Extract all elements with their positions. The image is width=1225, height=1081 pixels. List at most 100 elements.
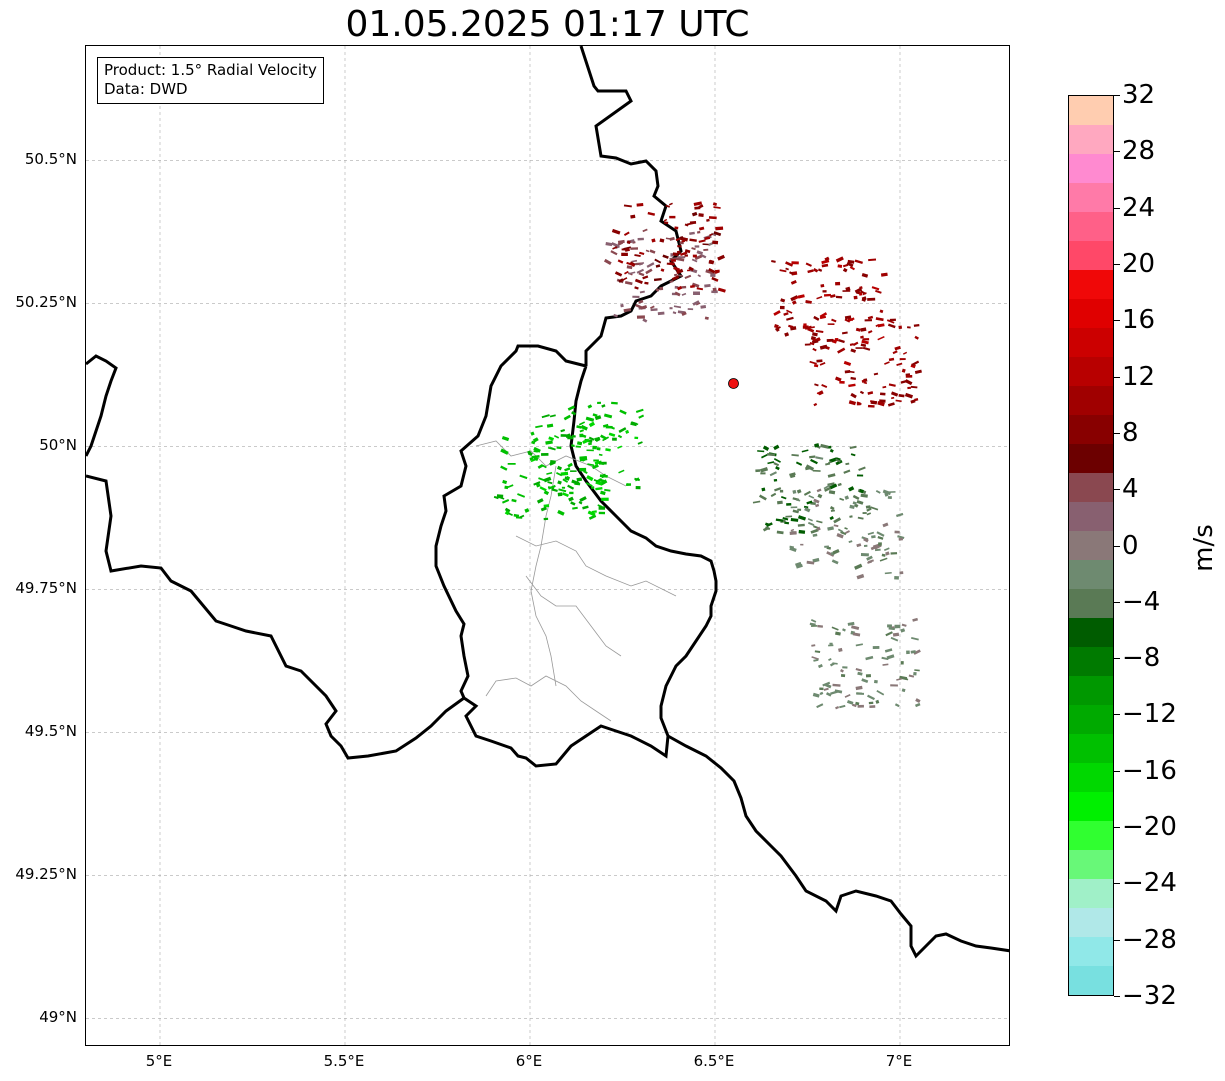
velocity-echo [810, 326, 815, 329]
velocity-echo [867, 315, 874, 320]
velocity-echo [592, 445, 597, 450]
velocity-echo [877, 535, 884, 540]
velocity-echo [847, 621, 855, 626]
velocity-echo [496, 494, 504, 498]
velocity-echo [835, 281, 841, 286]
velocity-echo [820, 283, 825, 288]
velocity-echo [852, 494, 860, 501]
velocity-echo [698, 204, 704, 209]
velocity-echo [881, 656, 889, 661]
velocity-echo [894, 703, 900, 708]
velocity-echo [709, 259, 715, 265]
velocity-echo [808, 494, 815, 499]
velocity-echo [508, 512, 513, 517]
velocity-echo [757, 450, 765, 453]
velocity-echo [820, 443, 829, 449]
velocity-echo [585, 482, 593, 487]
velocity-echo [812, 557, 820, 563]
velocity-echo [570, 444, 575, 447]
velocity-echo [659, 238, 665, 243]
velocity-echo [541, 452, 549, 456]
velocity-echo [880, 272, 888, 277]
velocity-echo [684, 274, 692, 280]
velocity-echo [696, 287, 704, 291]
velocity-echo [588, 421, 596, 428]
velocity-echo [884, 361, 890, 365]
velocity-echo [672, 311, 677, 315]
velocity-echo [826, 338, 834, 342]
velocity-echo [604, 488, 611, 492]
velocity-echo [530, 431, 535, 436]
velocity-echo [646, 262, 655, 268]
velocity-echo [707, 242, 714, 247]
lat-tick-label: 50.5°N [24, 150, 77, 169]
velocity-echo [767, 461, 775, 465]
velocity-echo [838, 647, 843, 653]
gridlines [86, 46, 1009, 1045]
velocity-echo [717, 254, 725, 261]
velocity-echo [827, 445, 832, 449]
velocity-echo [860, 493, 868, 498]
velocity-echo [861, 678, 869, 684]
velocity-echo [698, 226, 705, 231]
velocity-echo [807, 269, 814, 274]
velocity-echo [567, 484, 575, 490]
velocity-echo [843, 469, 851, 474]
velocity-echo [837, 264, 843, 268]
velocity-echo [531, 455, 540, 459]
velocity-echo [708, 216, 717, 220]
velocity-echo [791, 271, 798, 276]
velocity-echo [540, 506, 547, 512]
velocity-echo [695, 302, 701, 306]
velocity-echo [870, 506, 879, 511]
velocity-echo [867, 404, 875, 408]
velocity-echo [849, 266, 855, 271]
velocity-echo [593, 459, 599, 462]
velocity-echo [913, 671, 917, 676]
velocity-echo [700, 305, 707, 309]
velocity-echo [797, 508, 802, 511]
velocity-echo [848, 317, 855, 322]
velocity-echo [889, 318, 896, 322]
velocity-echo [876, 531, 885, 537]
velocity-echo [829, 662, 835, 667]
velocity-echo [853, 295, 858, 300]
velocity-echo [618, 427, 627, 433]
velocity-echo [884, 492, 889, 497]
velocity-echo [824, 486, 832, 492]
velocity-echo [676, 285, 683, 291]
velocity-echo [845, 530, 850, 534]
velocity-echo [578, 421, 586, 426]
velocity-echo [887, 323, 896, 329]
velocity-echo [546, 423, 554, 428]
velocity-echo [805, 262, 812, 267]
velocity-echo [533, 481, 541, 486]
velocity-echo [896, 512, 904, 518]
velocity-echo [698, 213, 704, 218]
velocity-echo [914, 669, 920, 672]
velocity-echo [887, 496, 892, 499]
velocity-echo [671, 275, 680, 281]
colorbar-tick-mark [1114, 376, 1120, 378]
velocity-echo [812, 469, 821, 472]
velocity-echo [812, 332, 818, 337]
map-area[interactable] [85, 45, 1010, 1046]
velocity-echo [704, 236, 711, 241]
velocity-echo [543, 504, 550, 508]
velocity-echo [696, 250, 704, 256]
velocity-echo [848, 383, 856, 388]
velocity-echo [898, 325, 903, 330]
velocity-echo [665, 237, 673, 241]
velocity-echo [861, 296, 867, 301]
velocity-echo [626, 265, 633, 270]
velocity-echo [855, 667, 863, 672]
velocity-echo [561, 492, 569, 498]
velocity-echo [532, 437, 539, 443]
velocity-echo [835, 631, 841, 636]
colorbar-tick-mark [1114, 827, 1120, 829]
velocity-echo [691, 282, 700, 288]
velocity-echo [630, 247, 639, 250]
velocity-echo [691, 211, 698, 217]
velocity-echo [715, 226, 724, 231]
velocity-echo [866, 512, 872, 516]
